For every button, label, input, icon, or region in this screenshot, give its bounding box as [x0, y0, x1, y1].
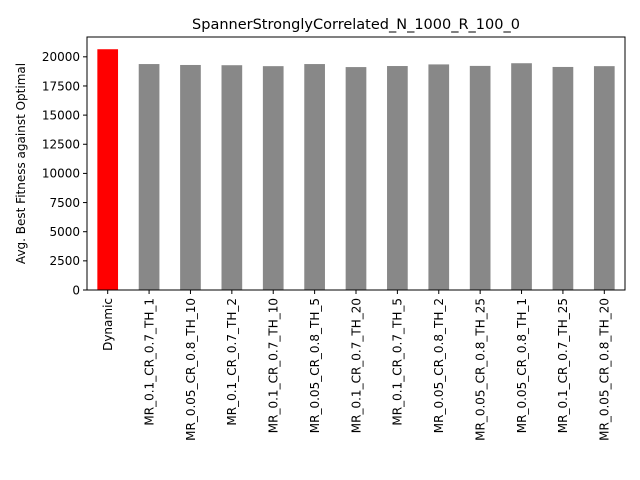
- bar-3: [221, 65, 243, 291]
- bar-4: [262, 66, 284, 291]
- y-tick-label-1: 2500: [49, 254, 80, 268]
- x-tick-label-1: MR_0.1_CR_0.7_TH_1: [142, 298, 156, 426]
- x-tick-label-2: MR_0.05_CR_0.8_TH_10: [184, 298, 198, 441]
- x-tick-label-11: MR_0.1_CR_0.7_TH_25: [556, 298, 570, 433]
- bars-group: [97, 49, 615, 291]
- x-axis: Dynamic MR_0.1_CR_0.7_TH_1 MR_0.05_CR_0.8_…: [101, 290, 612, 441]
- y-tick-label-7: 17500: [42, 79, 80, 93]
- x-tick-label-6: MR_0.1_CR_0.7_TH_20: [349, 298, 363, 433]
- bar-2: [180, 64, 201, 290]
- x-tick-label-12: MR_0.05_CR_0.8_TH_20: [598, 298, 612, 441]
- bar-11: [552, 66, 574, 291]
- bar-6: [345, 67, 367, 290]
- bar-12: [593, 66, 615, 291]
- y-tick-label-4: 10000: [42, 167, 80, 181]
- bar-8: [428, 64, 450, 291]
- y-tick-label-2: 5000: [49, 225, 80, 239]
- y-axis: 0 2500 5000 7500 10000 12500 15000 17500 20000: [42, 50, 87, 297]
- x-tick-label-8: MR_0.05_CR_0.8_TH_2: [432, 298, 446, 433]
- y-tick-label-8: 20000: [42, 50, 80, 64]
- bar-0: [97, 49, 119, 290]
- x-tick-label-4: MR_0.1_CR_0.7_TH_10: [267, 298, 281, 433]
- x-tick-label-0: Dynamic: [101, 298, 115, 351]
- y-tick-label-6: 15000: [42, 108, 80, 122]
- x-tick-label-10: MR_0.05_CR_0.8_TH_1: [515, 298, 529, 433]
- x-tick-label-9: MR_0.05_CR_0.8_TH_25: [473, 298, 487, 441]
- bar-5: [304, 64, 325, 290]
- plot-frame: [86, 36, 626, 291]
- x-tick-label-7: MR_0.1_CR_0.7_TH_5: [391, 298, 405, 426]
- y-tick-label-5: 12500: [42, 138, 80, 152]
- y-axis-label: Avg. Best Fitness against Optimal: [14, 63, 28, 264]
- x-tick-label-5: MR_0.05_CR_0.8_TH_5: [308, 298, 322, 433]
- y-tick-label-0: 0: [72, 283, 80, 297]
- bar-1: [138, 64, 160, 290]
- bar-9: [469, 65, 491, 290]
- bar-7: [387, 66, 408, 290]
- chart-title: SpannerStronglyCorrelated_N_1000_R_100_0: [192, 17, 520, 33]
- x-tick-label-3: MR_0.1_CR_0.7_TH_2: [225, 298, 239, 426]
- bar-10: [511, 63, 532, 291]
- y-tick-label-3: 7500: [49, 196, 80, 210]
